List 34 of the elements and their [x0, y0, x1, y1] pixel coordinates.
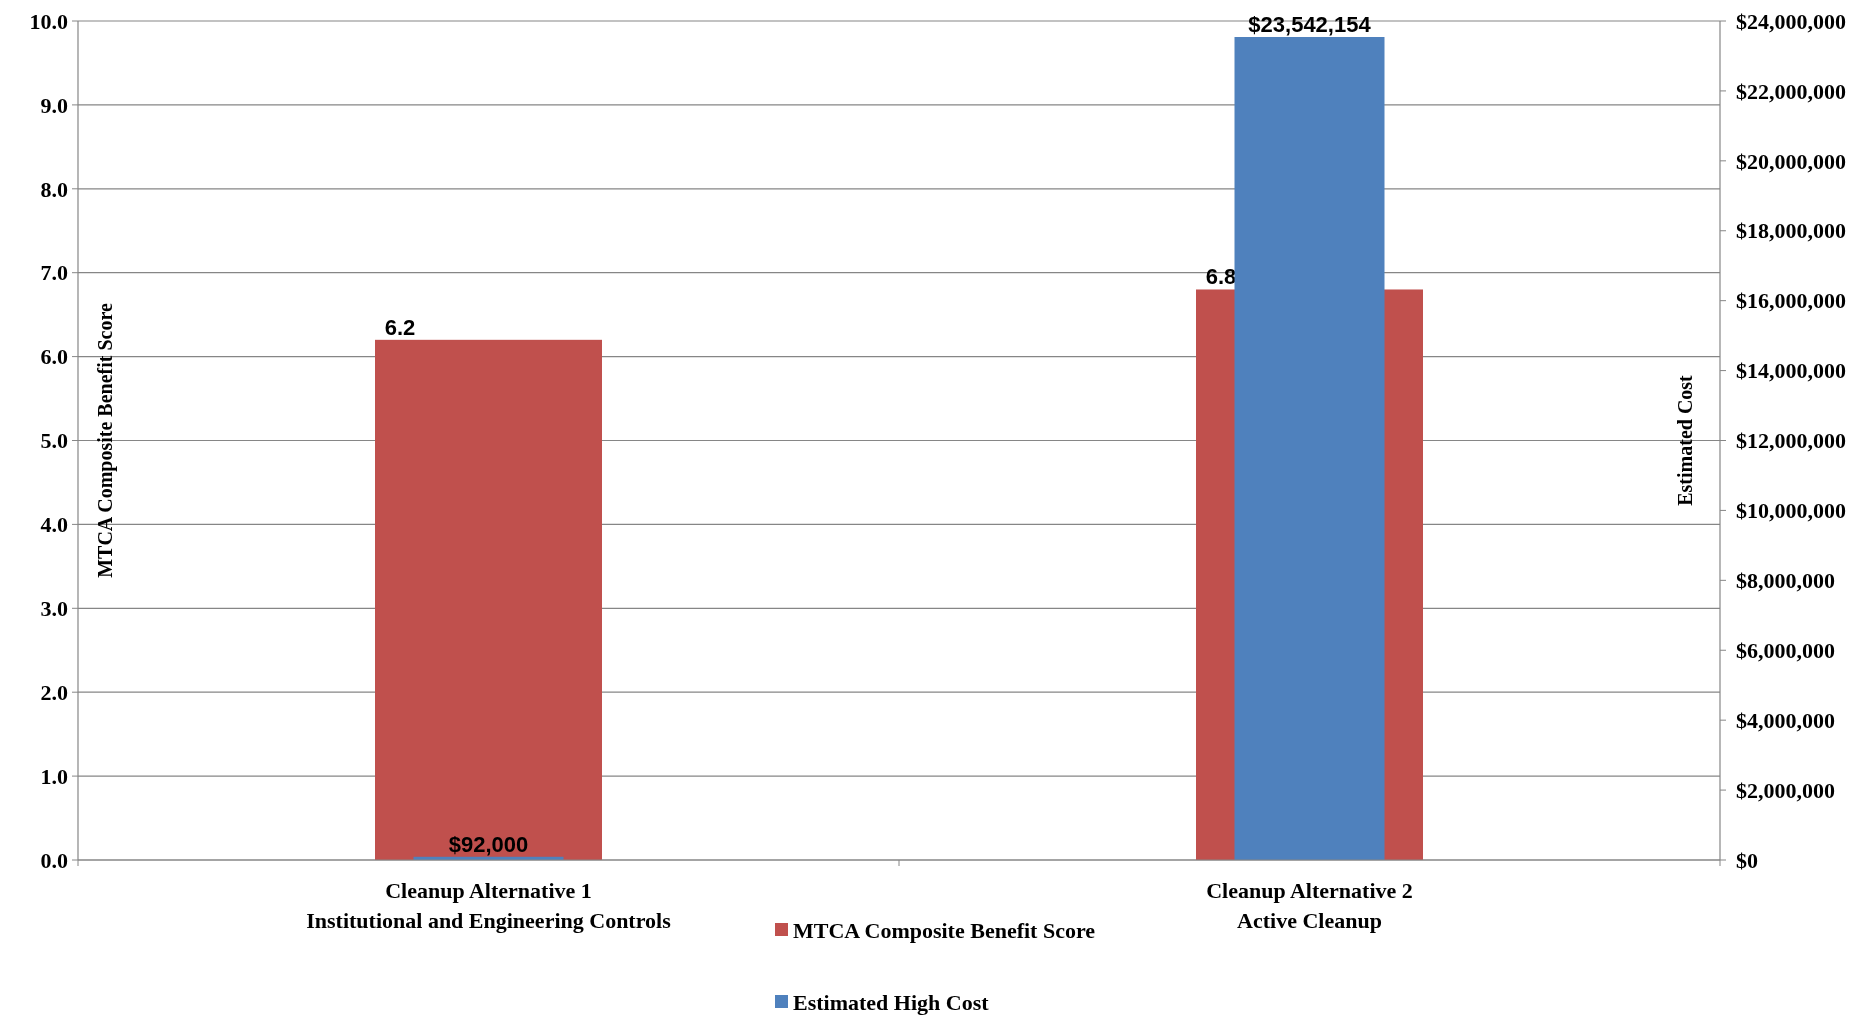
legend-label: MTCA Composite Benefit Score — [793, 917, 1096, 943]
y-tick-label: 10.0 — [29, 8, 68, 34]
y-tick-label: 1.0 — [40, 763, 68, 789]
x-tick-label: Cleanup Alternative 1 Institutional and Engineering Controls — [306, 878, 672, 933]
y2-axis-title: Estimated Cost — [1674, 374, 1696, 506]
y2-tick-label: $2,000,000 — [1736, 777, 1835, 803]
y2-tick-label: $20,000,000 — [1736, 148, 1846, 174]
y2-tick-label: $18,000,000 — [1736, 218, 1846, 244]
y2-tick-label: $16,000,000 — [1736, 288, 1846, 314]
data-label: $23,542,154 — [1248, 12, 1372, 38]
data-label: 6.2 — [384, 314, 416, 340]
y-tick-label: 9.0 — [40, 92, 68, 118]
y-tick-label: 2.0 — [40, 679, 68, 705]
y2-tick-label: $0 — [1736, 847, 1758, 873]
y-tick-label: 4.0 — [40, 512, 68, 538]
y-tick-label: 0.0 — [40, 847, 68, 873]
x-tick-label: Cleanup Alternative 2 Active Cleanup — [1206, 878, 1413, 933]
y2-tick-label: $8,000,000 — [1736, 568, 1835, 594]
y-tick-label: 7.0 — [40, 260, 68, 286]
y-tick-label: 3.0 — [40, 596, 68, 621]
y2-tick-label: $12,000,000 — [1736, 428, 1846, 454]
legend-label: Estimated High Cost — [793, 989, 990, 1015]
data-label: $92,000 — [448, 831, 529, 857]
y2-tick-label: $10,000,000 — [1736, 498, 1846, 524]
y-axis-title: MTCA Composite Benefit Score — [94, 303, 117, 578]
y-tick-label: 6.0 — [40, 344, 68, 370]
data-label: 6.8 — [1205, 264, 1237, 290]
y2-tick-label: $4,000,000 — [1736, 707, 1835, 733]
y-tick-label: 8.0 — [40, 176, 68, 202]
y2-tick-label: $22,000,000 — [1736, 78, 1846, 104]
y2-tick-label: $14,000,000 — [1736, 358, 1846, 384]
y2-tick-label: $6,000,000 — [1736, 637, 1835, 663]
y2-tick-label: $24,000,000 — [1736, 8, 1846, 34]
y-tick-label: 5.0 — [40, 428, 68, 454]
